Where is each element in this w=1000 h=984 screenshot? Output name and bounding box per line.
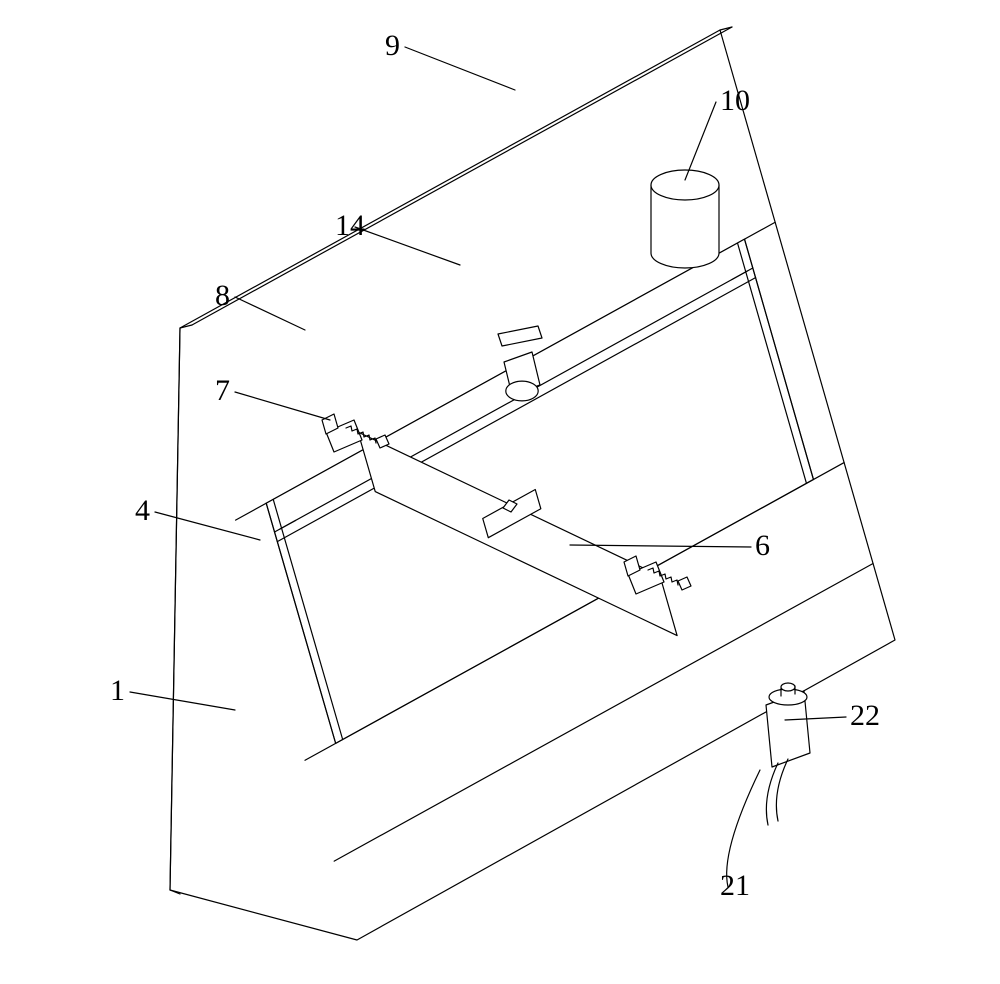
label-10: 10 xyxy=(720,84,750,117)
geometry-layer xyxy=(170,27,895,940)
label-22: 22 xyxy=(850,699,880,732)
label-8: 8 xyxy=(215,279,230,312)
technical-diagram: 9 10 14 8 7 4 6 1 22 21 xyxy=(0,0,1000,984)
label-7: 7 xyxy=(215,374,230,407)
label-14: 14 xyxy=(335,209,365,242)
label-1: 1 xyxy=(110,674,125,707)
label-6: 6 xyxy=(755,529,770,562)
label-9: 9 xyxy=(385,29,400,62)
label-21: 21 xyxy=(720,869,750,902)
label-4: 4 xyxy=(135,494,150,527)
